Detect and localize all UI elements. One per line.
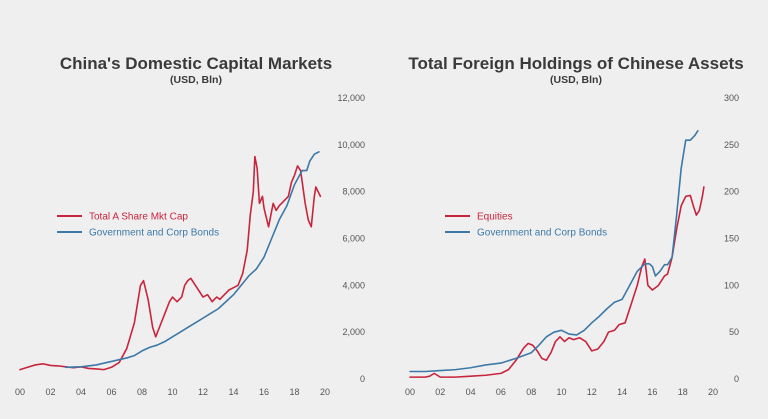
series-line-total-a-share-mkt-cap — [19, 155, 322, 371]
x-tick-label: 20 — [320, 387, 330, 397]
x-tick-label: 00 — [405, 387, 415, 397]
chart-subtitle: (USD, Bln) — [170, 74, 222, 86]
y-tick-label: 8,000 — [342, 187, 365, 197]
x-tick-label: 14 — [617, 387, 627, 397]
x-tick-label: 18 — [678, 387, 688, 397]
x-tick-label: 10 — [556, 387, 566, 397]
y-tick-label: 10,000 — [337, 140, 365, 150]
x-tick-label: 02 — [45, 387, 55, 397]
legend-label: Government and Corp Bonds — [477, 228, 607, 239]
series-line-government-and-corp-bonds — [409, 129, 699, 373]
y-tick-label: 0 — [360, 374, 365, 384]
x-tick-label: 06 — [496, 387, 506, 397]
y-tick-label: 150 — [724, 234, 739, 244]
chart-title: China's Domestic Capital Markets — [60, 54, 332, 73]
x-tick-label: 12 — [198, 387, 208, 397]
legend-label: Equities — [477, 212, 513, 223]
x-tick-label: 08 — [526, 387, 536, 397]
x-axis-ticks: 00 02 04 06 08 10 12 14 16 18 20 — [405, 387, 718, 397]
chart-subtitle: (USD, Bln) — [550, 74, 602, 86]
x-tick-label: 20 — [708, 387, 718, 397]
y-axis-ticks: 0 50 100 150 200 250 300 — [724, 93, 739, 384]
legend-label: Total A Share Mkt Cap — [89, 212, 188, 223]
x-tick-label: 16 — [647, 387, 657, 397]
x-tick-label: 02 — [435, 387, 445, 397]
x-tick-label: 18 — [289, 387, 299, 397]
x-tick-label: 06 — [106, 387, 116, 397]
x-tick-label: 04 — [466, 387, 476, 397]
series-layer — [19, 151, 322, 371]
y-axis-ticks: 0 2,000 4,000 6,000 8,000 10,000 12,000 — [337, 93, 365, 384]
y-tick-label: 300 — [724, 93, 739, 103]
chart-title: Total Foreign Holdings of Chinese Assets — [408, 54, 743, 73]
x-tick-label: 00 — [15, 387, 25, 397]
y-tick-label: 6,000 — [342, 234, 365, 244]
series-line-equities — [409, 186, 705, 378]
x-tick-label: 10 — [167, 387, 177, 397]
legend: Equities Government and Corp Bonds — [445, 212, 607, 239]
x-axis-ticks: 00 02 04 06 08 10 12 14 16 18 20 — [15, 387, 330, 397]
x-tick-label: 08 — [137, 387, 147, 397]
y-tick-label: 0 — [734, 374, 739, 384]
y-tick-label: 50 — [729, 327, 739, 337]
y-tick-label: 250 — [724, 140, 739, 150]
x-tick-label: 16 — [259, 387, 269, 397]
y-tick-label: 200 — [724, 187, 739, 197]
x-tick-label: 14 — [228, 387, 238, 397]
series-line-government-and-corp-bonds — [64, 151, 320, 369]
foreign-holdings-chart: Total Foreign Holdings of Chinese Assets… — [405, 54, 744, 397]
x-tick-label: 04 — [76, 387, 86, 397]
series-layer — [409, 129, 705, 378]
domestic-capital-markets-chart: China's Domestic Capital Markets (USD, B… — [15, 54, 365, 397]
y-tick-label: 4,000 — [342, 280, 365, 290]
x-tick-label: 12 — [587, 387, 597, 397]
y-tick-label: 2,000 — [342, 327, 365, 337]
legend-label: Government and Corp Bonds — [89, 228, 219, 239]
legend: Total A Share Mkt Cap Government and Cor… — [57, 212, 219, 239]
y-tick-label: 12,000 — [337, 93, 365, 103]
y-tick-label: 100 — [724, 280, 739, 290]
